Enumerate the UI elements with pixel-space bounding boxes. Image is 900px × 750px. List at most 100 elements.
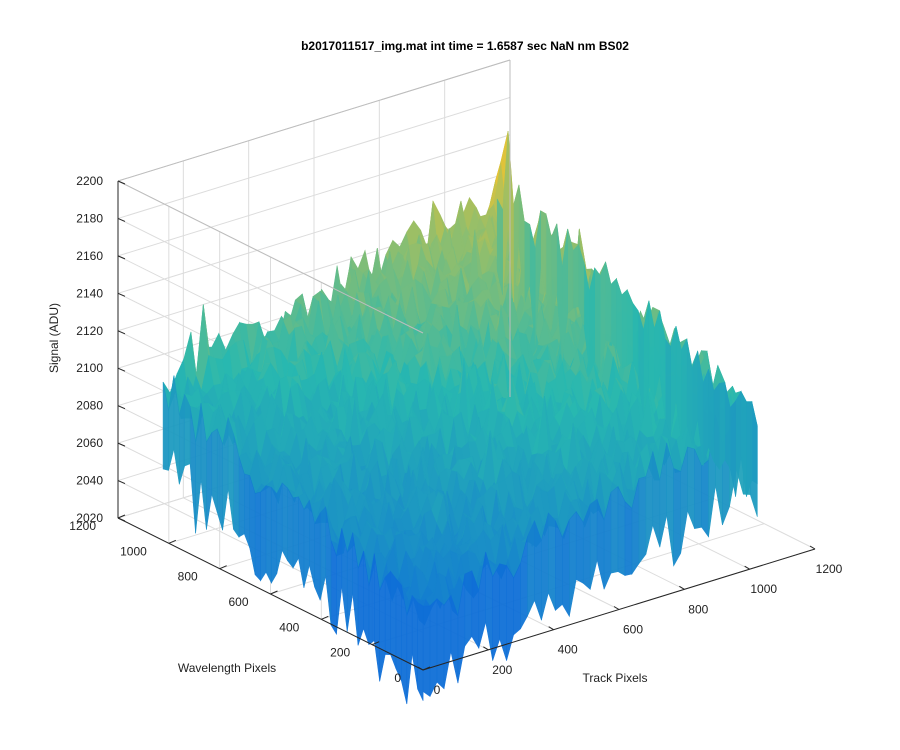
x-tick-label: 0 [434,683,441,697]
z-tick-mark [117,367,126,372]
surface-left-wall [417,601,424,701]
y-tick-label: 1000 [120,544,147,558]
surface-left-wall [406,595,413,705]
surface-left-wall [298,496,305,588]
surface-right-wall [718,382,726,471]
z-tick-mark [117,480,126,485]
x-tick-label: 1000 [750,582,777,596]
surface-left-wall [260,484,267,582]
z-tick-label: 2060 [76,436,103,450]
y-tick-mark [168,539,177,544]
y-tick-mark [219,565,227,570]
x-tick-mark [483,646,489,651]
x-tick-mark [613,606,620,610]
x-tick-label: 1200 [816,562,843,576]
surface-front-wall [575,510,584,584]
surface-left-wall [379,577,386,682]
box-edge [117,180,424,334]
surface-front-wall [568,510,577,617]
surface-front-wall [548,512,556,611]
surface-left-wall [292,496,299,570]
surface-front-wall [673,467,682,567]
x-tick-label: 200 [492,663,512,677]
z-tick-label: 2160 [76,249,103,263]
surface-front-wall [506,564,514,661]
y-tick-mark [321,615,329,620]
surface-left-wall [319,506,326,601]
surface-right-wall [713,382,720,471]
surface-left-wall [330,540,337,636]
z-tick-label: 2020 [76,511,103,525]
surface-left-wall [227,417,234,530]
z-tick-mark [117,442,126,447]
tick-labels: 0 200 400 600 800 1000 1200 0 200 400 600 800 1000 12… [69,174,842,697]
surface-right-wall [708,369,715,462]
y-tick-label: 600 [228,595,248,609]
surface-front-wall [422,605,431,697]
y-tick-mark [371,641,380,646]
surface-right-wall [626,289,634,367]
surface-front-wall [638,476,647,565]
z-tick-label: 2120 [76,324,103,338]
y-tick-label: 1200 [69,519,96,533]
x-tick-mark [809,545,816,550]
z-tick-mark [117,292,126,297]
surface-left-wall [206,431,213,530]
surface-front-wall [617,486,626,577]
surface-right-wall [664,337,671,436]
z-tick-mark [117,217,126,222]
x-tick-mark [548,626,554,631]
y-tick-mark [422,666,431,671]
z-axis-label: Signal (ADU) [47,303,61,373]
surface-left-wall [357,551,364,646]
surface-left-wall [184,394,191,467]
box-edge [117,59,511,182]
surface-right-wall [621,289,628,369]
surface-left-wall [244,473,250,549]
surface-left-wall [216,428,223,531]
surface-right-wall [572,243,579,309]
surface-right-wall [605,261,612,343]
surface-right-wall [610,278,617,350]
y-tick-label: 0 [394,671,401,685]
surface-front-wall [687,446,695,529]
surface-left-wall [254,491,261,582]
surface-right-wall [681,338,688,443]
y-tick-mark [117,514,126,519]
x-tick-mark [744,565,750,570]
surface-left-wall [249,475,256,575]
chart-title: b2017011517_img.mat int time = 1.6587 se… [301,39,629,53]
surface-left-wall [287,486,294,569]
surface-left-wall [303,499,310,588]
surface-plot [162,131,758,705]
z-tick-label: 2140 [76,286,103,300]
surface-right-wall [567,228,574,315]
surface-front-wall [701,459,709,538]
surface-front-wall [561,519,570,618]
y-tick-mark [270,590,278,595]
surface-left-wall [211,428,218,513]
surface-front-wall [464,570,473,648]
surface-front-wall [610,485,619,574]
surface-left-wall [281,482,288,561]
y-tick-label: 800 [178,570,198,584]
surface-left-wall [384,570,391,656]
z-tick-mark [117,180,126,185]
surface-left-wall [395,577,402,681]
x-tick-label: 600 [623,623,643,637]
z-tick-label: 2040 [76,474,103,488]
surface-left-wall [411,594,419,690]
surface-right-wall [594,267,601,373]
z-tick-label: 2180 [76,211,103,225]
surface-front-wall [443,594,452,689]
z-tick-mark [117,517,126,522]
surface-front-wall [527,520,535,617]
surface-right-wall [496,198,504,296]
surface-front-wall [492,563,501,661]
surface-front-wall [429,598,438,697]
x-tick-label: 400 [558,643,578,657]
x-tick-mark [679,585,685,590]
x-tick-label: 800 [688,602,708,616]
z-tick-mark [117,255,126,260]
